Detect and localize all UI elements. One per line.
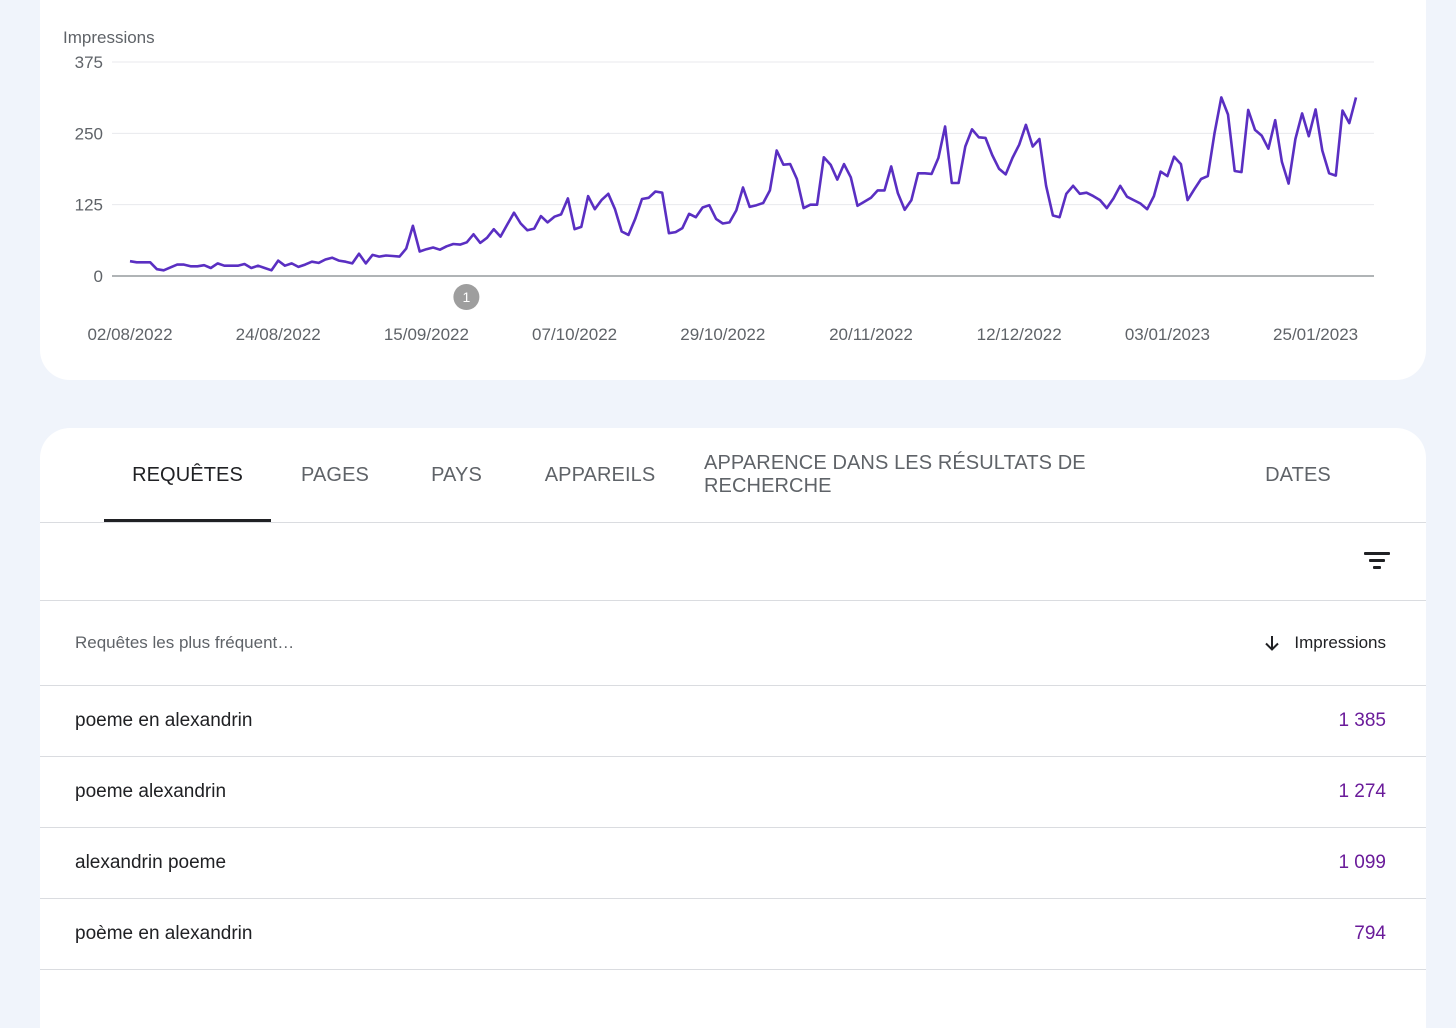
query-text: poeme alexandrin — [75, 781, 227, 802]
table-row[interactable]: poème en alexandrin 794 — [40, 899, 1426, 970]
table-header: Requêtes les plus fréquent… Impressions — [40, 601, 1426, 686]
impressions-value: 1 274 — [1338, 781, 1386, 802]
table-row[interactable]: alexandrin poeme 1 099 — [40, 828, 1426, 899]
impressions-value: 1 099 — [1338, 852, 1386, 873]
tab-pages[interactable]: PAGES — [301, 463, 369, 486]
x-tick-label: 20/11/2022 — [829, 325, 913, 344]
x-tick-label: 24/08/2022 — [236, 325, 321, 344]
impressions-value: 794 — [1354, 923, 1386, 944]
y-tick-label: 125 — [75, 196, 103, 215]
tab-appareils[interactable]: APPAREILS — [544, 463, 656, 486]
impressions-value: 1 385 — [1338, 710, 1386, 731]
performance-chart-card: Impressions 375 250 125 0 02/08/2022 24/08/2… — [40, 0, 1426, 380]
table-row[interactable]: poeme en alexandrin 1 385 — [40, 686, 1426, 757]
filter-icon — [1364, 552, 1390, 569]
y-axis-title: Impressions — [63, 28, 155, 47]
x-tick-label: 02/08/2022 — [87, 325, 172, 344]
column-header-impressions[interactable]: Impressions — [1262, 601, 1386, 685]
impressions-chart: Impressions 375 250 125 0 02/08/2022 24/08/2… — [63, 28, 1374, 344]
queries-table-card: REQUÊTES PAGES PAYS APPAREILS APPARENCE … — [40, 428, 1426, 1028]
filter-button[interactable] — [1362, 545, 1392, 575]
tab-apparence[interactable]: APPARENCE DANS LES RÉSULTATS DE RECHERCH… — [704, 452, 1086, 497]
arrow-down-icon — [1265, 636, 1280, 651]
query-text: poème en alexandrin — [75, 923, 253, 944]
x-tick-label: 03/01/2023 — [1125, 325, 1210, 344]
x-tick-label: 25/01/2023 — [1273, 325, 1358, 344]
annotation-marker[interactable] — [453, 284, 480, 310]
x-tick-label: 12/12/2022 — [977, 325, 1062, 344]
y-tick-label: 0 — [94, 267, 103, 286]
x-tick-label: 07/10/2022 — [532, 325, 617, 344]
table-row[interactable]: poeme alexandrin 1 274 — [40, 757, 1426, 828]
query-text: alexandrin poeme — [75, 852, 227, 873]
column-header-queries[interactable]: Requêtes les plus fréquent… — [75, 633, 295, 652]
annotation-label: 1 — [462, 289, 470, 305]
impressions-series-line — [129, 96, 1358, 272]
y-tick-label: 375 — [75, 53, 103, 72]
y-tick-label: 250 — [75, 124, 103, 143]
query-text: poeme en alexandrin — [75, 710, 253, 731]
x-tick-label: 15/09/2022 — [384, 325, 469, 344]
tab-dates[interactable]: DATES — [1265, 463, 1331, 486]
tab-requetes[interactable]: REQUÊTES — [132, 463, 243, 486]
tab-pays[interactable]: PAYS — [431, 463, 482, 486]
filter-toolbar — [40, 523, 1426, 601]
dimension-tabs: REQUÊTES PAGES PAYS APPAREILS APPARENCE … — [40, 428, 1426, 523]
x-tick-label: 29/10/2022 — [680, 325, 765, 344]
column-header-impressions-label: Impressions — [1294, 633, 1386, 652]
active-tab-indicator — [104, 519, 271, 522]
